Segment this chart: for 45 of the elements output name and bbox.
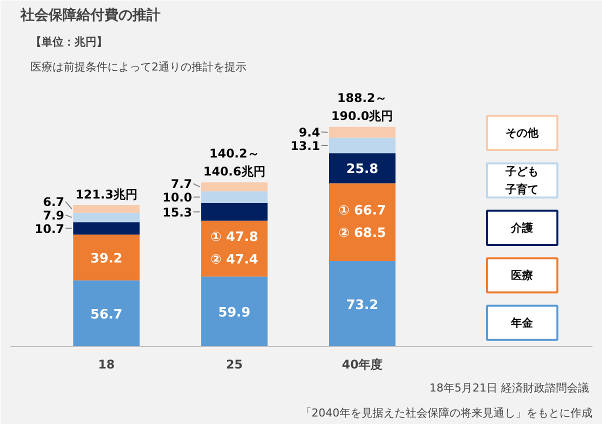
bar: [329, 261, 396, 346]
chart-subtitle: 【単位：兆円】: [30, 36, 108, 48]
text: 医療は前提条件によって2通りの推計を提示: [30, 60, 246, 74]
text: その他: [506, 126, 540, 140]
bar: [73, 222, 140, 235]
bar: [73, 234, 140, 280]
data-label: 13.1: [290, 138, 320, 153]
total-label: 140.2～ 140.6兆円: [203, 146, 266, 179]
text: 子ども子育て: [504, 164, 539, 196]
text: 年金: [510, 316, 534, 330]
data-label: 39.2: [90, 251, 122, 266]
data-label: 7.9: [42, 208, 64, 222]
data-label: ① 66.7 ② 68.5: [338, 203, 386, 241]
bar: [73, 205, 140, 213]
data-label: 9.4: [298, 126, 320, 140]
bar: [201, 276, 268, 346]
data-label: 10.7: [34, 222, 64, 236]
bar: [73, 280, 140, 346]
text: 「2040年を見据えた社会保障の将来見通し」をもとに作成: [300, 406, 593, 420]
x-tick-label: 40年度: [342, 358, 383, 372]
data-label: ① 47.8 ② 47.4: [210, 230, 258, 268]
chart-title: 社会保障給付費の推計: [20, 6, 160, 24]
data-label: 59.9: [218, 306, 250, 321]
x-tick-label: 18: [98, 358, 115, 372]
bar: [329, 138, 396, 154]
total-label: 121.3兆円: [75, 187, 138, 202]
data-label: 56.7: [90, 307, 122, 322]
bar: [329, 126, 396, 138]
x-tick-label: 25: [226, 358, 243, 372]
text: 医療: [511, 268, 534, 282]
bar: [73, 212, 140, 222]
text: 18年5月21日 経済財政諮問会議: [430, 382, 590, 394]
bar: [201, 182, 268, 192]
data-label: 10.0: [162, 190, 192, 205]
data-label: 15.3: [162, 205, 192, 220]
data-label: 25.8: [346, 162, 378, 178]
bar: [329, 183, 396, 262]
data-label: 6.7: [42, 195, 64, 210]
text: 介護: [510, 221, 534, 234]
bar: [201, 202, 268, 221]
bar: [201, 191, 268, 203]
data-label: 7.7: [170, 177, 192, 192]
data-label: 73.2: [346, 298, 378, 313]
bar: [329, 153, 396, 184]
total-label: 188.2～ 190.0兆円: [331, 91, 394, 124]
